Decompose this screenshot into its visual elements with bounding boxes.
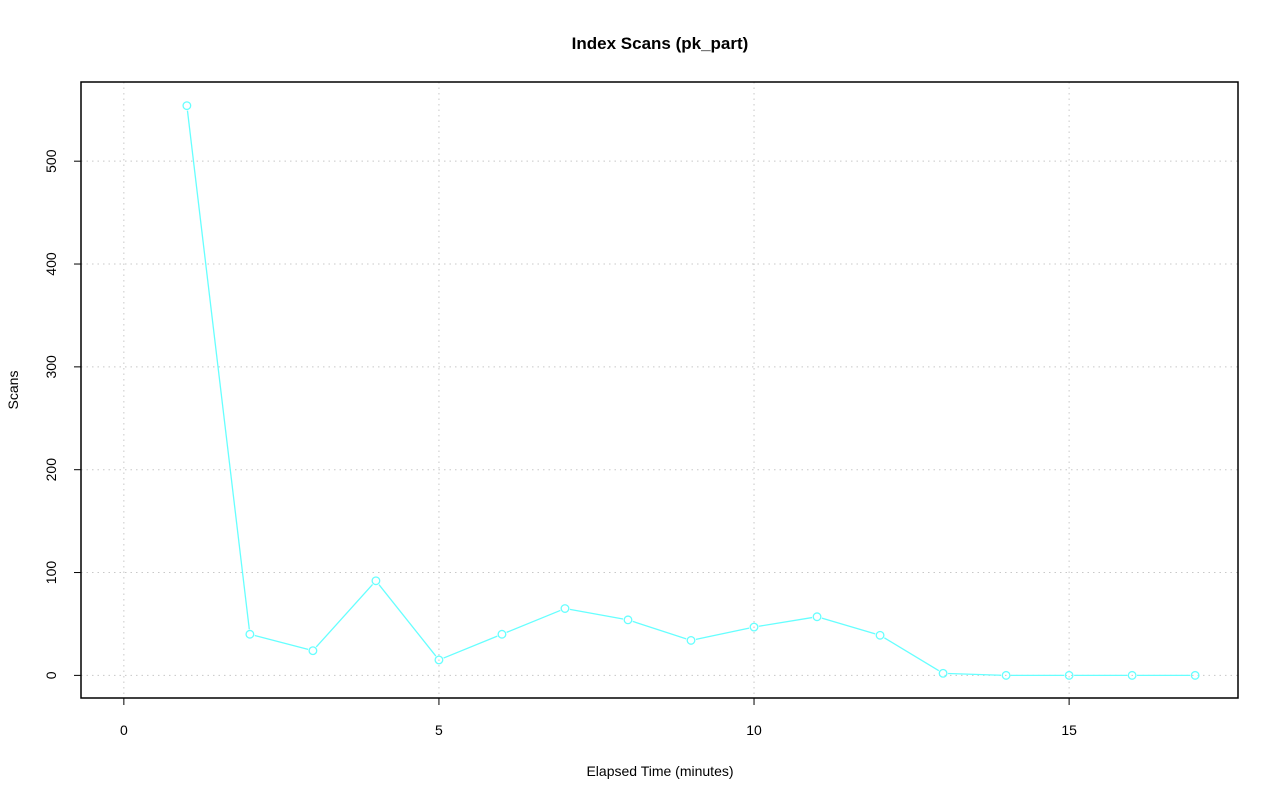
x-tick-label: 10 [746,722,762,738]
series-segment [821,617,876,635]
x-tick-label: 15 [1061,722,1077,738]
x-axis: 0 5 10 15 [120,698,1077,738]
data-point [686,635,696,645]
y-axis: 0 100 200 300 400 500 [43,149,81,679]
data-point [812,612,822,622]
data-point [497,629,507,639]
data-point [1064,670,1074,680]
series-segment [758,616,813,627]
series-segment [569,608,624,620]
data-point [1190,670,1200,680]
data-point [245,629,255,639]
data-point [1127,670,1137,680]
series-segment [506,609,561,633]
data-point [875,630,885,640]
data-point [623,615,633,625]
y-tick-label: 200 [43,458,59,482]
data-point [560,604,570,613]
plot-frame [80,81,1239,699]
x-tick-label: 0 [120,722,128,738]
x-tick-label: 5 [435,722,443,738]
chart-title: Index Scans (pk_part) [572,34,749,53]
y-tick-label: 100 [43,561,59,585]
y-tick-label: 500 [43,149,59,173]
data-point [1001,670,1011,680]
x-axis-label: Elapsed Time (minutes) [586,763,733,779]
y-tick-label: 300 [43,355,59,379]
series-line [186,110,1191,677]
series-segment [378,584,437,657]
series-segment [632,620,687,640]
series-segment [254,634,309,651]
series-segment [186,110,250,630]
series-segment [695,627,750,641]
series-segment [315,584,374,648]
series-segment [948,672,1002,676]
data-point [371,576,381,586]
y-tick-label: 400 [43,252,59,276]
y-tick-label: 0 [43,671,59,679]
series-segment [884,637,940,672]
data-point [308,646,318,656]
data-point [182,101,192,111]
series-segment [443,635,498,659]
grid [81,82,1238,698]
data-points [182,101,1200,680]
data-point [938,668,948,678]
y-axis-label: Scans [5,371,21,410]
data-point [749,622,759,632]
data-point [434,655,444,665]
